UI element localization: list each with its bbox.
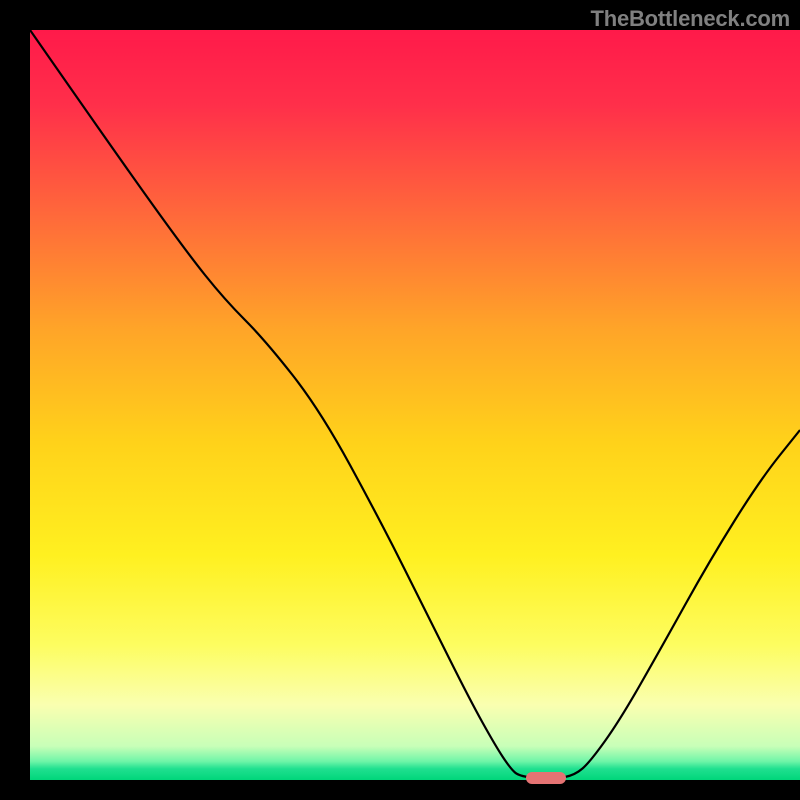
- plot-gradient-background: [30, 30, 800, 780]
- watermark-text: TheBottleneck.com: [590, 6, 790, 32]
- optimal-marker: [526, 772, 566, 784]
- bottleneck-chart: [0, 0, 800, 800]
